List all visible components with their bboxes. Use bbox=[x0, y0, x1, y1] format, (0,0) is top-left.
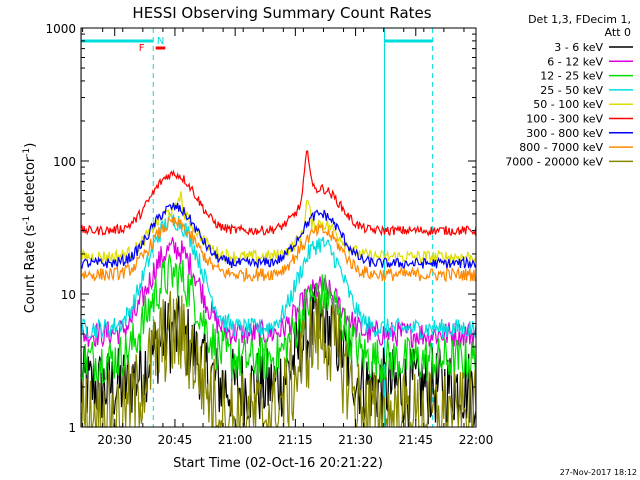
series-line bbox=[80, 202, 477, 269]
series-line bbox=[80, 150, 477, 237]
x-axis: 20:30 20:45 21:00 21:15 21:30 21:45 22:00 bbox=[82, 28, 494, 447]
footer-date: 27-Nov-2017 18:12 bbox=[560, 468, 637, 477]
legend-entry-label: 12 - 25 keV bbox=[540, 70, 603, 83]
series-12-25keV bbox=[80, 254, 477, 384]
legend-header-line-2: Att 0 bbox=[605, 26, 631, 39]
legend-entry-label: 3 - 6 keV bbox=[554, 41, 603, 54]
y-axis-label: Count Rate (s-1 detector-1) bbox=[22, 143, 38, 314]
series-line bbox=[80, 216, 477, 283]
y-axis: 1 10 100 1000 bbox=[45, 22, 476, 435]
legend-entry-label: 300 - 800 keV bbox=[526, 127, 603, 140]
x-tick-label: 20:30 bbox=[97, 433, 132, 447]
flag-label-F: F bbox=[139, 43, 145, 54]
x-tick-label: 20:45 bbox=[158, 433, 193, 447]
series-300-800keV bbox=[80, 202, 477, 269]
series-7000-20000keV bbox=[80, 291, 477, 430]
plot-area: NF bbox=[80, 28, 477, 430]
legend-entry-label: 25 - 50 keV bbox=[540, 84, 603, 97]
series-line bbox=[80, 291, 477, 430]
y-tick-label: 10 bbox=[61, 288, 76, 302]
series-100-300keV bbox=[80, 150, 477, 237]
plot-frame bbox=[80, 27, 477, 428]
series-line bbox=[80, 211, 477, 340]
legend-entry-label: 100 - 300 keV bbox=[526, 113, 603, 126]
legend-entry-label: 50 - 100 keV bbox=[533, 98, 603, 111]
chart-title: HESSI Observing Summary Count Rates bbox=[132, 4, 431, 22]
series-3-6keV bbox=[80, 286, 477, 427]
x-tick-label: 21:15 bbox=[278, 433, 313, 447]
series-line bbox=[80, 237, 477, 349]
flag-label-N: N bbox=[157, 36, 164, 47]
series-6-12keV bbox=[80, 237, 477, 349]
series-25-50keV bbox=[80, 211, 477, 340]
y-tick-label: 1 bbox=[68, 421, 76, 435]
legend-entry-label: 800 - 7000 keV bbox=[519, 141, 603, 154]
legend-entry-label: 6 - 12 keV bbox=[547, 55, 603, 68]
x-tick-label: 22:00 bbox=[459, 433, 494, 447]
x-tick-label: 21:00 bbox=[218, 433, 253, 447]
series-line bbox=[80, 286, 477, 427]
x-tick-label: 21:30 bbox=[338, 433, 373, 447]
series-line bbox=[80, 254, 477, 384]
y-tick-label: 1000 bbox=[45, 22, 76, 36]
x-axis-label: Start Time (02-Oct-16 20:21:22) bbox=[173, 456, 383, 471]
series-800-7000keV bbox=[80, 216, 477, 283]
y-tick-label: 100 bbox=[53, 155, 76, 169]
x-tick-label: 21:45 bbox=[398, 433, 433, 447]
legend-header-line-1: Det 1,3, FDecim 1, bbox=[528, 13, 631, 26]
legend-entry-label: 7000 - 20000 keV bbox=[505, 155, 603, 168]
